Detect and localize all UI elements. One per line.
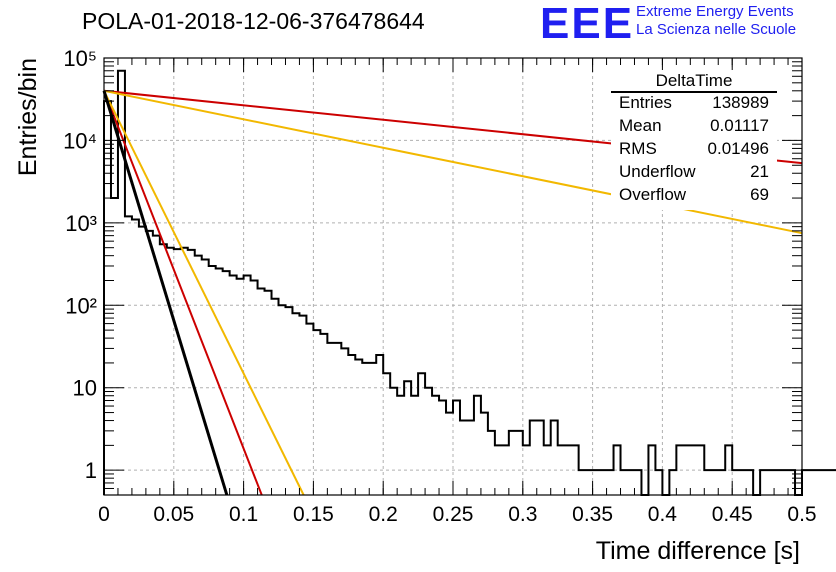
histogram bbox=[103, 69, 836, 496]
stats-value: 69 bbox=[750, 185, 769, 204]
x-tick-label: 0.4 bbox=[648, 503, 678, 526]
stats-label: RMS bbox=[619, 139, 657, 158]
logo-line-1: Extreme Energy Events bbox=[636, 3, 794, 20]
x-tick-label: 0 bbox=[98, 503, 110, 526]
histogram-outline bbox=[103, 69, 836, 496]
axis-ticks bbox=[103, 57, 803, 496]
chart-title: POLA-01-2018-12-06-376478644 bbox=[82, 8, 425, 34]
stats-value: 0.01496 bbox=[707, 139, 769, 158]
fit-line bbox=[102, 90, 229, 496]
y-tick-label: 10² bbox=[65, 293, 97, 318]
y-tick-label: 10⁴ bbox=[63, 128, 97, 153]
stats-box-name: DeltaTime bbox=[655, 71, 733, 90]
logo-line-2: La Scienza nelle Scuole bbox=[636, 21, 797, 38]
x-tick-label: 0.5 bbox=[787, 503, 816, 526]
x-axis-label: Time difference [s] bbox=[596, 537, 800, 565]
stats-label: Underflow bbox=[619, 162, 696, 181]
stats-label: Mean bbox=[619, 116, 662, 135]
x-tick-label: 0.25 bbox=[433, 503, 474, 526]
x-tick-label: 0.1 bbox=[229, 503, 258, 526]
y-tick-label: 10³ bbox=[65, 211, 97, 236]
fit-line bbox=[103, 90, 305, 496]
stats-label: Overflow bbox=[619, 185, 687, 204]
y-axis-label: Entries/bin bbox=[14, 58, 42, 176]
tick-labels: 0 0.05 0.1 0.15 0.2 0.25 0.3 0.35 0.4 0.45 0.5 1 10 1… bbox=[63, 46, 817, 526]
x-tick-label: 0.2 bbox=[369, 503, 398, 526]
stats-value: 21 bbox=[750, 162, 769, 181]
stats-label: Entries bbox=[619, 93, 672, 112]
fit-line bbox=[103, 90, 263, 496]
stats-divider bbox=[611, 91, 777, 93]
y-tick-label: 1 bbox=[85, 458, 97, 483]
x-tick-label: 0.15 bbox=[293, 503, 334, 526]
x-tick-label: 0.3 bbox=[508, 503, 537, 526]
stats-value: 0.01117 bbox=[710, 116, 769, 135]
y-tick-label: 10 bbox=[73, 376, 97, 401]
stats-value: 138989 bbox=[712, 93, 769, 112]
eee-logo: EEE bbox=[540, 0, 635, 48]
x-tick-label: 0.45 bbox=[712, 503, 753, 526]
x-tick-label: 0.35 bbox=[572, 503, 613, 526]
x-tick-label: 0.05 bbox=[153, 503, 194, 526]
y-tick-label: 10⁵ bbox=[63, 46, 97, 71]
stats-box: DeltaTime Entries 138989 Mean 0.01117 RM… bbox=[611, 70, 777, 210]
